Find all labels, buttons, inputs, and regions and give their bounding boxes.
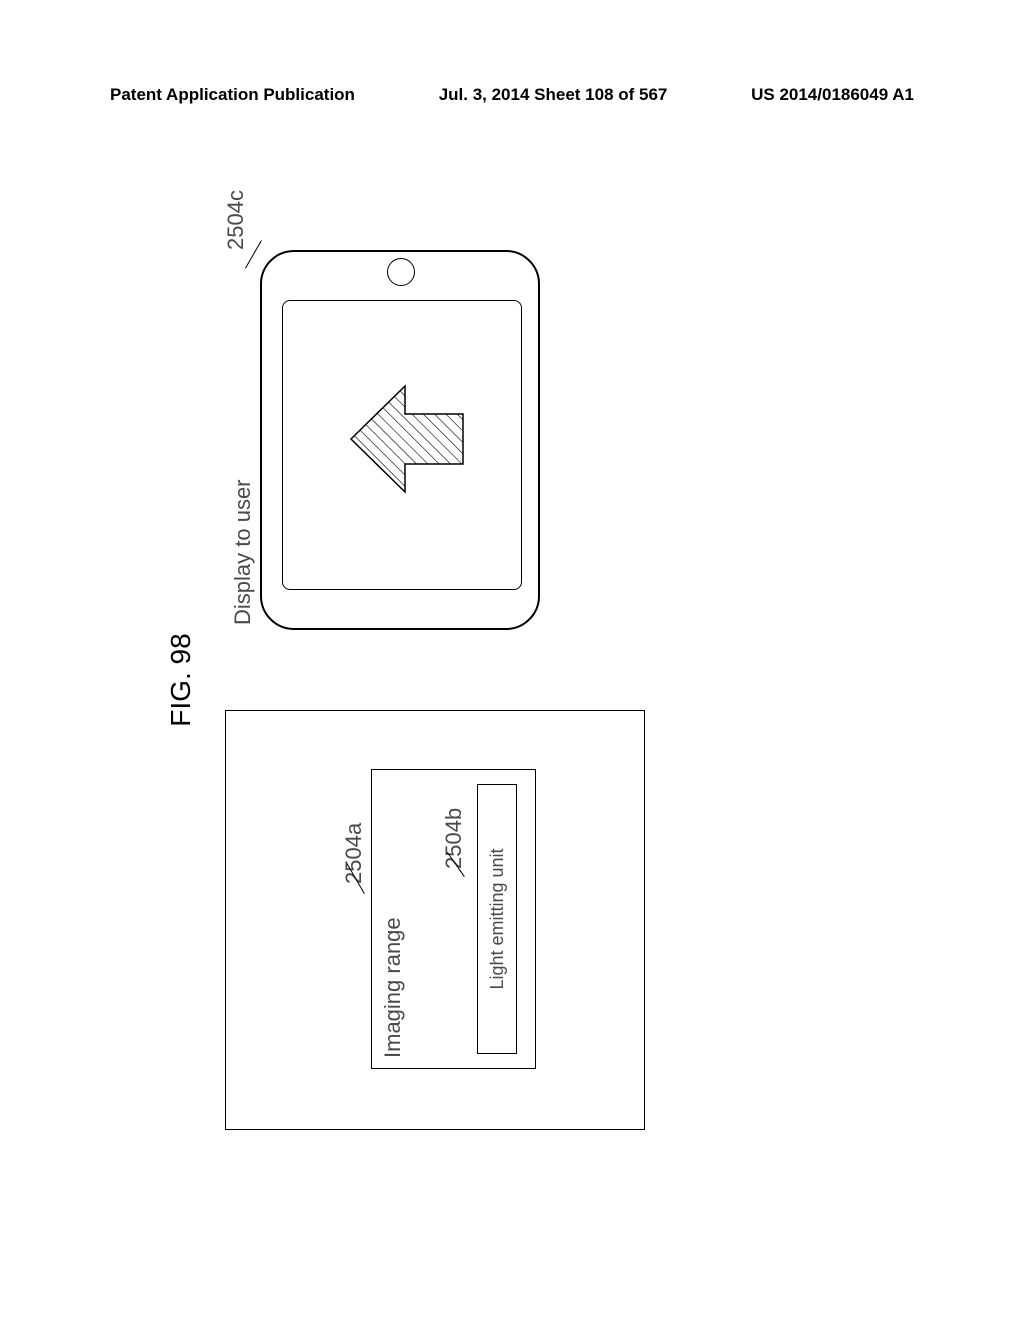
figure-rotated-group: FIG. 98 2504a Imaging range Light emitti… (165, 230, 845, 1130)
figure-container: FIG. 98 2504a Imaging range Light emitti… (155, 200, 855, 1170)
light-emitting-unit-label: Light emitting unit (487, 848, 508, 989)
header-publication: Patent Application Publication (110, 85, 355, 105)
home-button-icon (387, 258, 415, 286)
figure-label: FIG. 98 (165, 633, 197, 726)
tablet-device (260, 250, 540, 630)
display-to-user-label: Display to user (230, 479, 256, 625)
light-emitting-unit-box: Light emitting unit (477, 784, 517, 1054)
outer-frame-box: 2504a Imaging range Light emitting unit … (225, 710, 645, 1130)
tablet-screen (282, 300, 522, 590)
reference-2504c: 2504c (223, 190, 249, 250)
header-patent-number: US 2014/0186049 A1 (751, 85, 914, 105)
imaging-range-label: Imaging range (380, 917, 406, 1058)
page-header: Patent Application Publication Jul. 3, 2… (0, 85, 1024, 105)
up-arrow-icon (343, 374, 473, 504)
header-sheet-info: Jul. 3, 2014 Sheet 108 of 567 (439, 85, 668, 105)
